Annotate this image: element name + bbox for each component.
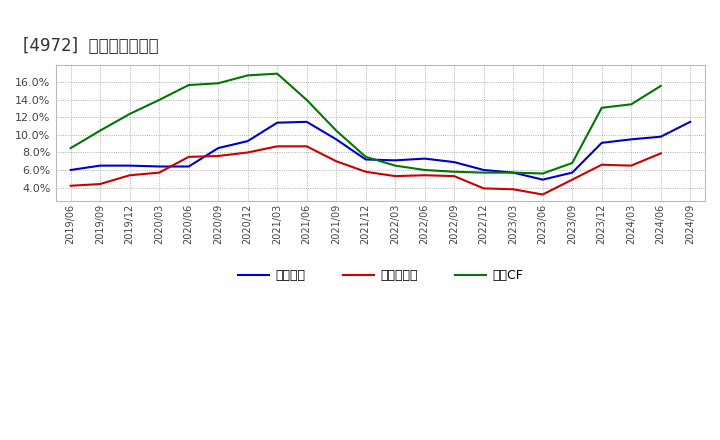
Legend: 経常利益, 当期純利益, 営業CF: 経常利益, 当期純利益, 営業CF (233, 264, 528, 287)
Text: [4972]  マージンの推移: [4972] マージンの推移 (24, 37, 159, 55)
